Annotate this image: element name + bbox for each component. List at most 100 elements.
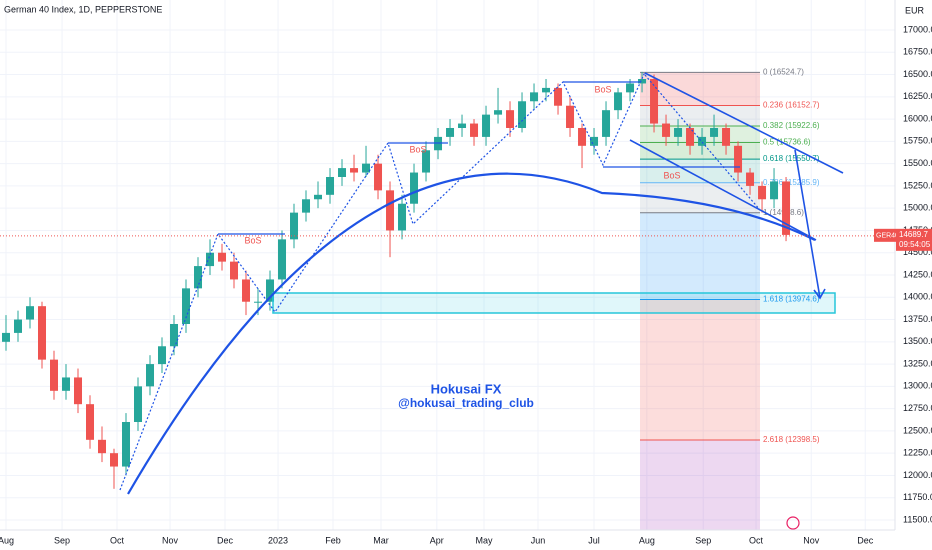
candle-body (602, 110, 611, 137)
drawings (119, 71, 844, 530)
y-tick-label: 17000.0 (903, 24, 932, 34)
channel-line (629, 139, 817, 241)
candle-body (158, 346, 167, 365)
candle-body (326, 176, 335, 195)
y-tick-label: 12750.0 (903, 403, 932, 413)
fib-label: 0.786 (15285.9) (763, 178, 820, 187)
candle-body (182, 288, 191, 324)
candle-body (14, 319, 23, 333)
watermark: @hokusai_trading_club (398, 396, 534, 410)
arrow-head (813, 288, 826, 300)
candle-body (74, 377, 83, 405)
candle-body (674, 127, 683, 137)
fib-zone (640, 299, 760, 440)
candle-body (350, 168, 359, 173)
countdown: 09:54:05 (899, 240, 931, 249)
candle-body (230, 261, 239, 280)
axes: 11500.0 11750.0 12000.0 12250.0 12500.0 12750… (0, 24, 932, 545)
y-tick-label: 16750.0 (903, 47, 932, 57)
candle-body (650, 78, 659, 124)
candle-body (782, 181, 791, 235)
fib-zone (640, 159, 760, 183)
swing-path (119, 71, 646, 491)
currency: EUR (905, 5, 925, 15)
candle-body (482, 114, 491, 137)
y-tick-label: 16000.0 (903, 113, 932, 123)
candle-body (662, 123, 671, 137)
y-tick-label: 15750.0 (903, 136, 932, 146)
fib-label: 2.618 (12398.5) (763, 435, 820, 444)
candle-body (446, 127, 455, 137)
candle-body (254, 301, 263, 303)
candle-body (494, 110, 503, 115)
projection-arrow (794, 149, 821, 299)
candle-body (698, 136, 707, 146)
candle-body (170, 323, 179, 347)
x-tick-label: Sep (54, 535, 70, 545)
candle-body (266, 279, 275, 302)
candle-body (2, 332, 11, 342)
candle-body (218, 252, 227, 262)
y-tick-label: 13500.0 (903, 336, 932, 346)
candle-body (86, 404, 95, 440)
x-tick-label: Jun (531, 535, 546, 545)
candle-body (410, 172, 419, 204)
time-axis (0, 530, 932, 550)
y-tick-label: 12250.0 (903, 448, 932, 458)
candle-body (110, 453, 119, 467)
candle-body (578, 127, 587, 146)
y-tick-label: 15250.0 (903, 180, 932, 190)
x-tick-label: Nov (162, 535, 179, 545)
arc-curve (127, 172, 816, 495)
y-tick-label: 12500.0 (903, 425, 932, 435)
price-label: 14689.7 (899, 230, 928, 239)
x-tick-label: 2023 (268, 535, 288, 545)
swing-path (644, 74, 761, 211)
candle-body (470, 123, 479, 137)
target-zone (272, 292, 836, 314)
candle-body (362, 163, 371, 173)
annotation: BoS (409, 144, 426, 154)
symbol-tag (874, 228, 896, 242)
candle-body (62, 377, 71, 391)
y-tick-label: 16500.0 (903, 69, 932, 79)
x-tick-label: Feb (325, 535, 341, 545)
x-tick-label: Oct (749, 535, 764, 545)
x-tick-label: Nov (803, 535, 820, 545)
candle-body (38, 306, 47, 360)
x-tick-label: Mar (373, 535, 389, 545)
alert-icon (786, 516, 800, 530)
candle-body (722, 127, 731, 146)
candle-body (134, 386, 143, 422)
candle-body (314, 194, 323, 200)
candle-body (530, 92, 539, 102)
y-tick-label: 15000.0 (903, 203, 932, 213)
fib-zone (640, 439, 760, 530)
x-tick-label: Aug (639, 535, 655, 545)
candle-body (686, 127, 695, 146)
candle-body (374, 163, 383, 191)
y-tick-label: 14250.0 (903, 269, 932, 279)
candle-body (734, 145, 743, 173)
candle-body (50, 359, 59, 391)
x-tick-label: Jul (588, 535, 600, 545)
candle-body (398, 203, 407, 231)
annotation: BoS (594, 84, 611, 94)
candle-body (746, 172, 755, 186)
candle-body (758, 185, 767, 200)
candle-body (590, 136, 599, 146)
candle-body (458, 123, 467, 128)
candle-body (506, 110, 515, 128)
candle-body (638, 78, 647, 84)
y-tick-label: 15500.0 (903, 158, 932, 168)
candle-body (518, 101, 527, 128)
x-tick-label: May (475, 535, 493, 545)
y-tick-label: 11750.0 (903, 492, 932, 502)
candle-body (626, 83, 635, 93)
x-tick-label: Dec (857, 535, 874, 545)
fib-label: 0.618 (15550.7) (763, 154, 820, 163)
x-tick-label: Dec (217, 535, 234, 545)
channel-line (644, 72, 844, 174)
x-tick-label: Aug (0, 535, 14, 545)
symbol-label: GER40 (876, 233, 899, 240)
